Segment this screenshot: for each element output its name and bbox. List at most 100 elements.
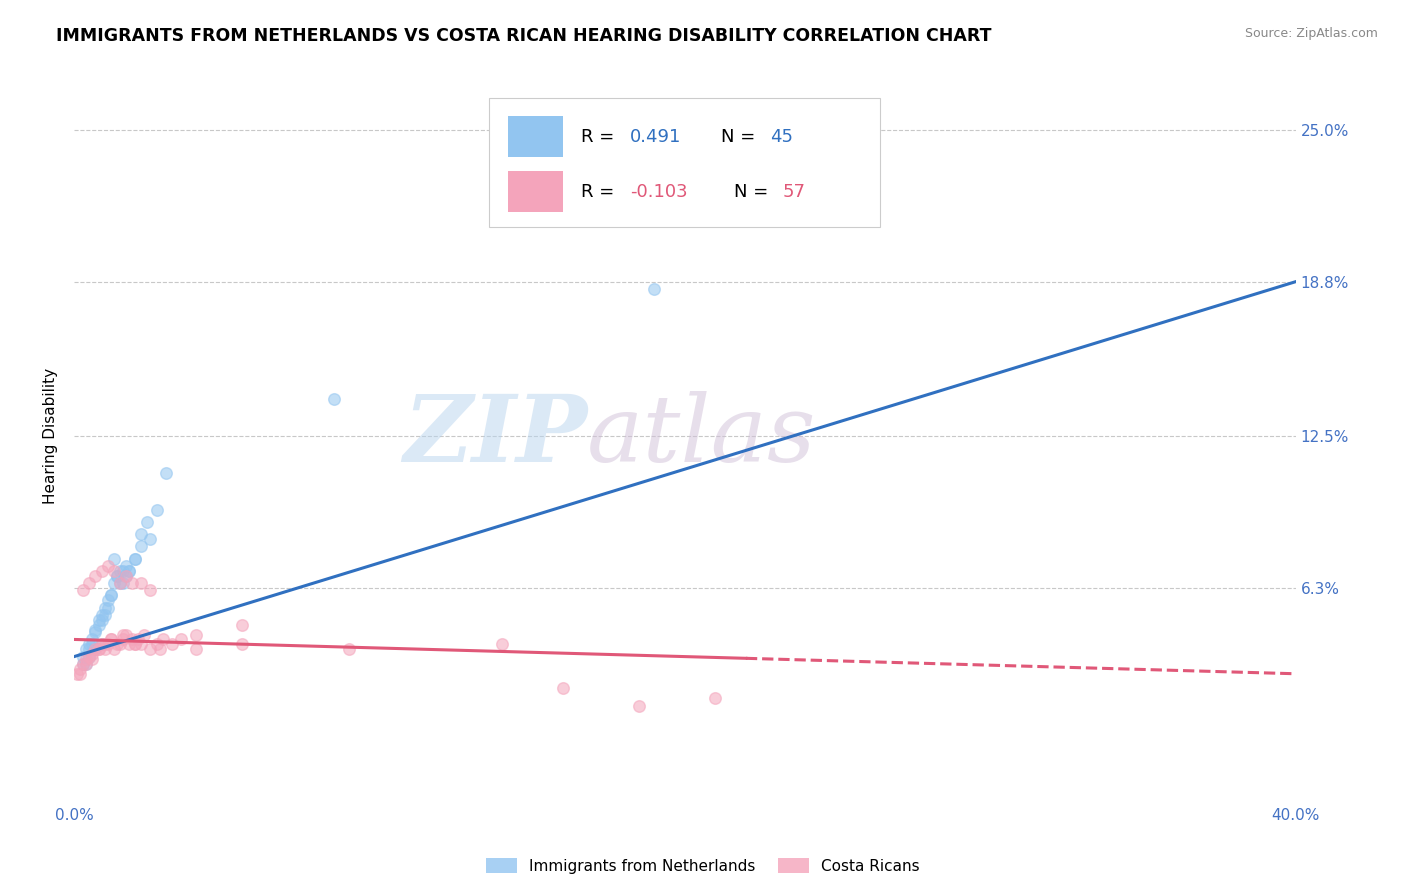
Point	[129, 576, 152, 591]
Point	[121, 576, 143, 591]
Point	[628, 698, 651, 713]
Point	[87, 613, 110, 627]
Point	[69, 666, 91, 681]
Point	[124, 551, 146, 566]
Point	[79, 637, 101, 651]
Point	[155, 466, 177, 480]
Point	[82, 632, 104, 647]
Point	[118, 564, 141, 578]
Point	[108, 637, 131, 651]
Point	[100, 588, 122, 602]
Point	[118, 564, 141, 578]
Point	[82, 647, 104, 661]
Point	[145, 502, 167, 516]
Point	[186, 642, 208, 657]
FancyBboxPatch shape	[508, 171, 562, 212]
Point	[124, 637, 146, 651]
Point	[93, 637, 115, 651]
Text: R =: R =	[581, 183, 620, 201]
Point	[129, 527, 152, 541]
Point	[66, 666, 89, 681]
Point	[111, 576, 134, 591]
Point	[97, 600, 120, 615]
Text: Source: ZipAtlas.com: Source: ZipAtlas.com	[1244, 27, 1378, 40]
Y-axis label: Hearing Disability: Hearing Disability	[44, 368, 58, 504]
Point	[115, 627, 138, 641]
Point	[129, 539, 152, 553]
Point	[84, 642, 107, 657]
Point	[105, 568, 128, 582]
Point	[105, 637, 128, 651]
Point	[129, 637, 152, 651]
Point	[72, 583, 94, 598]
Point	[72, 657, 94, 671]
Point	[75, 657, 97, 671]
Point	[84, 642, 107, 657]
Point	[704, 691, 727, 706]
Point	[231, 617, 253, 632]
Point	[97, 593, 120, 607]
FancyBboxPatch shape	[508, 116, 562, 157]
Legend: Immigrants from Netherlands, Costa Ricans: Immigrants from Netherlands, Costa Rican…	[481, 852, 925, 880]
Point	[97, 558, 120, 573]
Point	[79, 649, 101, 664]
Text: 45: 45	[770, 128, 793, 146]
Point	[79, 576, 101, 591]
Point	[322, 392, 344, 407]
Point	[124, 637, 146, 651]
Point	[139, 583, 162, 598]
Text: ZIP: ZIP	[404, 391, 588, 481]
Point	[103, 564, 125, 578]
Point	[100, 632, 122, 647]
FancyBboxPatch shape	[489, 98, 880, 227]
Point	[90, 637, 112, 651]
Point	[152, 632, 174, 647]
Point	[118, 637, 141, 651]
Point	[97, 637, 120, 651]
Point	[82, 637, 104, 651]
Point	[90, 607, 112, 622]
Point	[108, 564, 131, 578]
Point	[139, 532, 162, 546]
Point	[90, 613, 112, 627]
Point	[87, 642, 110, 657]
Point	[87, 642, 110, 657]
Point	[127, 632, 149, 647]
Point	[75, 642, 97, 657]
Point	[149, 642, 172, 657]
Point	[69, 662, 91, 676]
Point	[93, 607, 115, 622]
Point	[643, 282, 665, 296]
Text: R =: R =	[581, 128, 620, 146]
Point	[139, 642, 162, 657]
Point	[72, 649, 94, 664]
Text: atlas: atlas	[588, 391, 817, 481]
Point	[111, 632, 134, 647]
Point	[136, 515, 159, 529]
Text: 57: 57	[783, 183, 806, 201]
Point	[75, 652, 97, 666]
Point	[103, 642, 125, 657]
Point	[72, 657, 94, 671]
Point	[145, 637, 167, 651]
Point	[160, 637, 183, 651]
Point	[87, 617, 110, 632]
Point	[90, 637, 112, 651]
Point	[90, 564, 112, 578]
Text: -0.103: -0.103	[630, 183, 688, 201]
Text: IMMIGRANTS FROM NETHERLANDS VS COSTA RICAN HEARING DISABILITY CORRELATION CHART: IMMIGRANTS FROM NETHERLANDS VS COSTA RIC…	[56, 27, 991, 45]
Point	[84, 568, 107, 582]
Point	[79, 642, 101, 657]
Text: N =: N =	[721, 128, 762, 146]
Point	[124, 551, 146, 566]
Point	[115, 568, 138, 582]
Point	[93, 642, 115, 657]
Point	[84, 625, 107, 640]
Point	[121, 632, 143, 647]
Point	[79, 649, 101, 664]
Text: N =: N =	[734, 183, 773, 201]
Point	[93, 600, 115, 615]
Point	[103, 551, 125, 566]
Point	[100, 588, 122, 602]
Point	[105, 568, 128, 582]
